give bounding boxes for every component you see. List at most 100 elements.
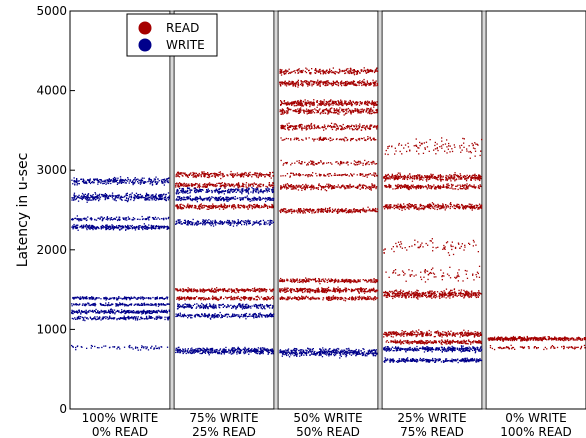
- write-point: [110, 182, 112, 185]
- write-point: [141, 215, 143, 218]
- write-point: [71, 344, 73, 347]
- write-point: [175, 193, 178, 195]
- write-point: [156, 310, 158, 312]
- write-point: [82, 311, 84, 313]
- write-point: [237, 349, 239, 351]
- write-point: [133, 226, 135, 228]
- write-point: [260, 307, 262, 309]
- write-point: [266, 304, 268, 307]
- write-point: [111, 227, 113, 229]
- write-point: [73, 177, 75, 179]
- write-point: [175, 349, 177, 351]
- read-point: [243, 183, 245, 186]
- write-point: [157, 305, 160, 307]
- write-point: [227, 221, 229, 224]
- write-point: [198, 305, 200, 307]
- write-point: [299, 355, 301, 357]
- write-point: [186, 304, 188, 306]
- read-point: [271, 203, 273, 206]
- write-point: [134, 229, 137, 231]
- write-point: [150, 304, 152, 306]
- read-point: [186, 205, 188, 207]
- write-point: [259, 199, 262, 201]
- write-point: [136, 298, 138, 300]
- write-point: [205, 197, 207, 199]
- read-point: [219, 183, 222, 185]
- write-point: [244, 315, 246, 317]
- write-point: [293, 355, 295, 357]
- read-point: [259, 287, 261, 290]
- read-point: [238, 184, 240, 187]
- write-point: [266, 314, 268, 316]
- write-point: [87, 194, 89, 196]
- write-point: [260, 351, 263, 354]
- write-point: [160, 179, 163, 181]
- write-point: [186, 190, 189, 192]
- write-point: [156, 297, 158, 300]
- write-point: [204, 220, 206, 222]
- read-point: [260, 205, 263, 207]
- write-point: [175, 221, 178, 223]
- write-point: [130, 196, 133, 199]
- write-point: [259, 305, 261, 307]
- write-point: [162, 227, 165, 229]
- read-point: [266, 206, 269, 208]
- write-point: [189, 198, 191, 200]
- read-point: [256, 186, 258, 189]
- read-point: [251, 296, 253, 299]
- read-point: [215, 206, 217, 208]
- write-point: [74, 180, 77, 182]
- write-point: [153, 348, 155, 350]
- write-point: [253, 305, 255, 307]
- write-point: [71, 218, 73, 221]
- write-point: [197, 223, 199, 225]
- write-point: [197, 315, 199, 317]
- write-point: [99, 317, 101, 319]
- write-point: [93, 310, 96, 312]
- write-point: [101, 318, 104, 320]
- write-point: [81, 196, 84, 198]
- read-point: [212, 205, 215, 207]
- write-point: [270, 312, 272, 315]
- write-point: [335, 352, 337, 355]
- write-point: [188, 303, 190, 305]
- write-point: [141, 303, 144, 305]
- write-point: [184, 222, 186, 224]
- write-point: [132, 219, 135, 221]
- write-point: [302, 349, 305, 351]
- write-point: [286, 350, 288, 352]
- write-point: [75, 224, 77, 227]
- read-point: [199, 204, 201, 206]
- write-point: [236, 353, 238, 355]
- read-point: [249, 296, 251, 299]
- read-point: [247, 289, 249, 291]
- read-point: [265, 290, 267, 293]
- write-point: [262, 197, 264, 199]
- read-point: [236, 298, 238, 300]
- write-point: [134, 182, 136, 184]
- read-point: [212, 172, 214, 175]
- write-point: [257, 347, 259, 349]
- write-point: [76, 178, 78, 180]
- write-point: [76, 311, 78, 313]
- write-point: [81, 198, 83, 200]
- read-point: [232, 299, 234, 301]
- write-point: [150, 226, 152, 228]
- read-point: [237, 295, 239, 298]
- read-point: [182, 297, 184, 299]
- read-point: [258, 185, 260, 187]
- write-point: [231, 222, 233, 224]
- read-point: [187, 176, 189, 178]
- write-point: [143, 227, 145, 230]
- write-point: [149, 199, 151, 201]
- read-point: [207, 183, 209, 186]
- write-point: [76, 184, 78, 186]
- read-point: [211, 207, 213, 210]
- write-band-2-5: [175, 311, 275, 320]
- write-point: [227, 223, 229, 225]
- read-point: [207, 289, 209, 291]
- write-point: [197, 314, 200, 316]
- write-point: [89, 178, 91, 180]
- write-point: [92, 225, 94, 228]
- read-point: [226, 184, 228, 186]
